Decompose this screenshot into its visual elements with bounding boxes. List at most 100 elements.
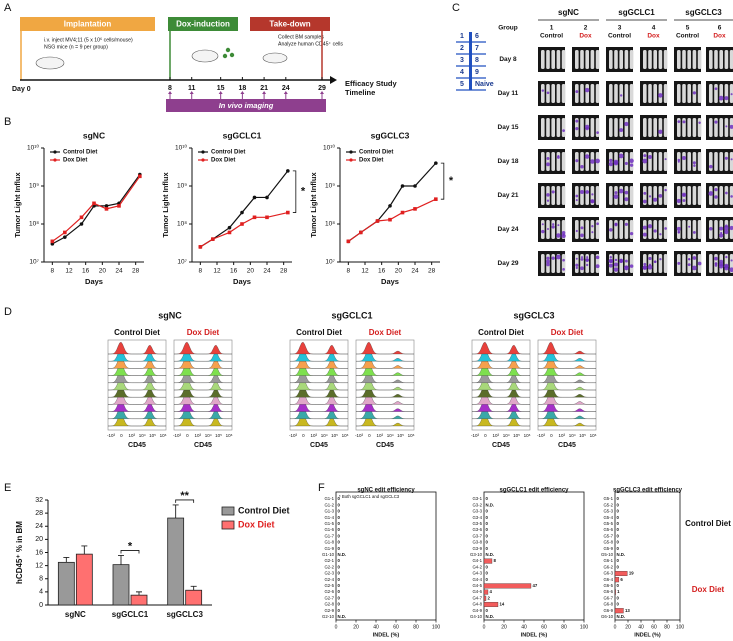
signal <box>724 156 728 160</box>
signal <box>647 264 653 270</box>
mouse <box>619 50 623 69</box>
x-tick-label: 40 <box>373 624 379 630</box>
category-label: G3-8 <box>472 540 482 545</box>
mouse <box>643 50 647 69</box>
y-axis-label: Tumor Light Influx <box>13 172 22 238</box>
x-tick-label: 60 <box>541 624 547 630</box>
category-label: G1-1 <box>324 496 334 501</box>
bar <box>483 589 489 595</box>
group-number: 4 <box>652 25 656 32</box>
mouse <box>609 118 613 137</box>
mouse <box>643 84 647 103</box>
signal <box>659 257 662 261</box>
bar <box>483 583 532 589</box>
diet-label: Control <box>540 33 563 40</box>
category-label: G4-7 <box>472 595 482 600</box>
mouse <box>719 152 723 171</box>
day-label: Day 0 <box>12 86 31 93</box>
marker <box>346 239 351 244</box>
plot-frame <box>483 491 585 621</box>
mouse <box>629 84 634 103</box>
mouse <box>561 50 566 69</box>
signal <box>624 259 628 263</box>
marker <box>388 217 392 222</box>
value-label: 2 <box>488 595 491 600</box>
value-label: 0 <box>338 509 341 514</box>
signal <box>664 158 667 161</box>
category-label: G6-7 <box>603 595 613 600</box>
x-axis-label: CD45 <box>558 442 576 449</box>
signal <box>653 229 657 233</box>
mouse <box>709 118 713 137</box>
note: Analyze human CD45⁺ cells <box>278 41 343 47</box>
value-label: 0 <box>338 583 341 588</box>
y-tick-label: 10⁸ <box>29 221 39 228</box>
category-label: G6-4 <box>603 577 613 582</box>
histogram <box>537 341 596 355</box>
value-label: 0 <box>486 577 489 582</box>
diet-label: Control Diet <box>478 328 524 337</box>
signal <box>697 261 702 266</box>
signal <box>677 261 681 265</box>
y-tick-label: 8 <box>39 576 43 583</box>
significance: * <box>301 186 306 198</box>
x-axis-label: Days <box>85 277 103 286</box>
mouse-icon <box>35 56 65 70</box>
category-label: G3-1 <box>472 496 482 501</box>
category-label: G5-6 <box>603 527 613 532</box>
mouse <box>541 50 545 69</box>
category-label: G2-7 <box>324 595 334 600</box>
x-axis-label: Days <box>233 277 251 286</box>
legend-swatch <box>221 506 235 516</box>
caption: Timeline <box>345 88 375 97</box>
mouse <box>682 254 686 273</box>
mouse <box>580 50 584 69</box>
value-label: 0 <box>617 527 620 532</box>
category-label: G3-9 <box>472 546 482 551</box>
x-axis-label: Days <box>381 277 399 286</box>
category-label: G6-6 <box>603 589 613 594</box>
diet-label: Control <box>608 33 631 40</box>
signal <box>648 195 652 198</box>
signal <box>642 265 647 270</box>
mouse <box>648 84 652 103</box>
marker <box>240 210 244 215</box>
signal <box>659 233 662 236</box>
signal <box>546 256 550 260</box>
mouse <box>663 84 668 103</box>
x-axis-label: CD45 <box>492 442 510 449</box>
signal <box>724 263 729 269</box>
signal <box>575 119 579 123</box>
marker <box>400 184 405 188</box>
category-label: G4-6 <box>472 589 482 594</box>
day-label: Day 24 <box>498 226 519 233</box>
category-label: G6-9 <box>603 608 613 613</box>
signal <box>586 256 589 259</box>
marker <box>400 210 405 215</box>
x-tick-label: 24 <box>263 268 271 275</box>
x-tick-label: 0 <box>120 433 123 438</box>
y-tick-label: 16 <box>35 549 43 556</box>
value-label: N.D. <box>617 552 626 557</box>
mouse <box>729 50 733 69</box>
mouse <box>709 50 713 69</box>
histogram <box>107 341 166 355</box>
x-tick-label: 10⁶ <box>342 433 349 438</box>
signal <box>591 231 594 234</box>
mouse <box>609 186 613 205</box>
signal <box>591 193 594 196</box>
signal <box>575 159 579 163</box>
header: Group <box>498 25 518 32</box>
legend-label: Naive <box>475 81 494 88</box>
mouse <box>619 118 623 137</box>
caption: Efficacy Study <box>345 79 398 88</box>
signal <box>546 193 550 197</box>
marker <box>413 207 417 211</box>
signal <box>725 125 728 128</box>
histogram <box>289 341 348 355</box>
legend-label: Control Diet <box>359 150 393 156</box>
legend-label: 5 <box>460 81 464 88</box>
note: * Both sgGCLC1 and sgGCLC3 <box>339 494 400 499</box>
x-tick-label: 10⁴ <box>139 433 146 438</box>
mouse <box>541 152 545 171</box>
